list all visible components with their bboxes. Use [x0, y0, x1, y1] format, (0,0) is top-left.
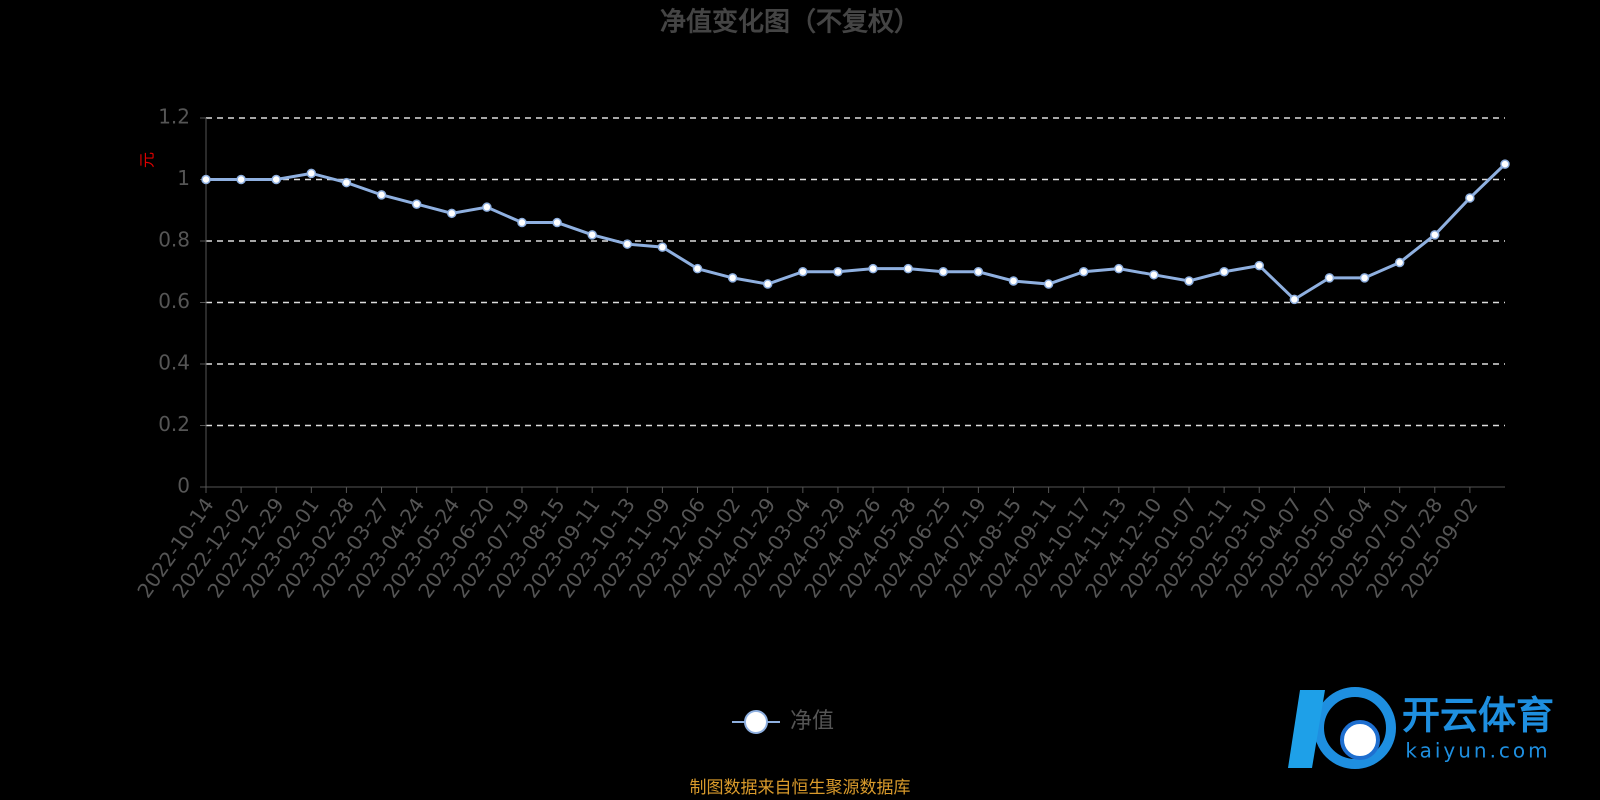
data-point [973, 267, 984, 277]
data-point [552, 217, 562, 228]
data-point [1043, 279, 1054, 289]
data-line [206, 163, 1507, 302]
y-tick-label: 1.2 [158, 105, 190, 129]
data-point [1149, 270, 1159, 280]
data-point [411, 199, 422, 209]
data-point [903, 263, 913, 274]
data-point [271, 174, 281, 185]
data-point [1359, 273, 1370, 283]
data-point [727, 273, 738, 283]
data-point [622, 239, 633, 249]
legend-label: 净值 [790, 709, 834, 734]
legend-marker [744, 710, 768, 734]
data-point [482, 202, 492, 212]
data-point [1078, 267, 1089, 277]
y-tick-label: 0.4 [158, 351, 190, 375]
data-point [657, 242, 668, 252]
data-point [517, 217, 527, 228]
data-point [938, 267, 949, 277]
data-point [1324, 273, 1335, 283]
data-point [447, 208, 457, 219]
y-tick-label: 0.8 [158, 228, 190, 252]
watermark-url: kaiyun.com [1405, 739, 1550, 763]
data-point [798, 267, 808, 277]
data-point [306, 168, 317, 179]
data-point [1465, 193, 1475, 203]
data-point [1114, 263, 1124, 274]
data-point [1394, 257, 1405, 268]
data-point [1008, 276, 1019, 286]
data-point [376, 190, 387, 200]
watermark-name: 开云体育 [1402, 694, 1554, 738]
data-point [587, 230, 597, 240]
data-point [201, 174, 211, 185]
data-point [341, 177, 352, 188]
source-note: 制图数据来自恒生聚源数据库 [690, 778, 911, 798]
y-tick-label: 1 [177, 166, 190, 190]
data-point [692, 263, 703, 274]
data-point [868, 263, 878, 274]
y-tick-label: 0.2 [158, 412, 190, 436]
data-point [833, 267, 843, 277]
data-point [762, 279, 773, 289]
data-point [1430, 230, 1440, 240]
y-tick-label: 0.6 [158, 289, 190, 313]
data-point [1254, 260, 1264, 271]
y-axis-label: 元 [138, 152, 157, 168]
data-point [1219, 267, 1229, 277]
data-point [1500, 159, 1510, 169]
chart-title: 净值变化图（不复权） [660, 7, 920, 38]
y-tick-label: 0 [177, 474, 190, 498]
data-point [1289, 294, 1300, 305]
watermark-logo [1288, 687, 1396, 769]
data-point [236, 174, 246, 185]
data-point [1184, 276, 1194, 286]
